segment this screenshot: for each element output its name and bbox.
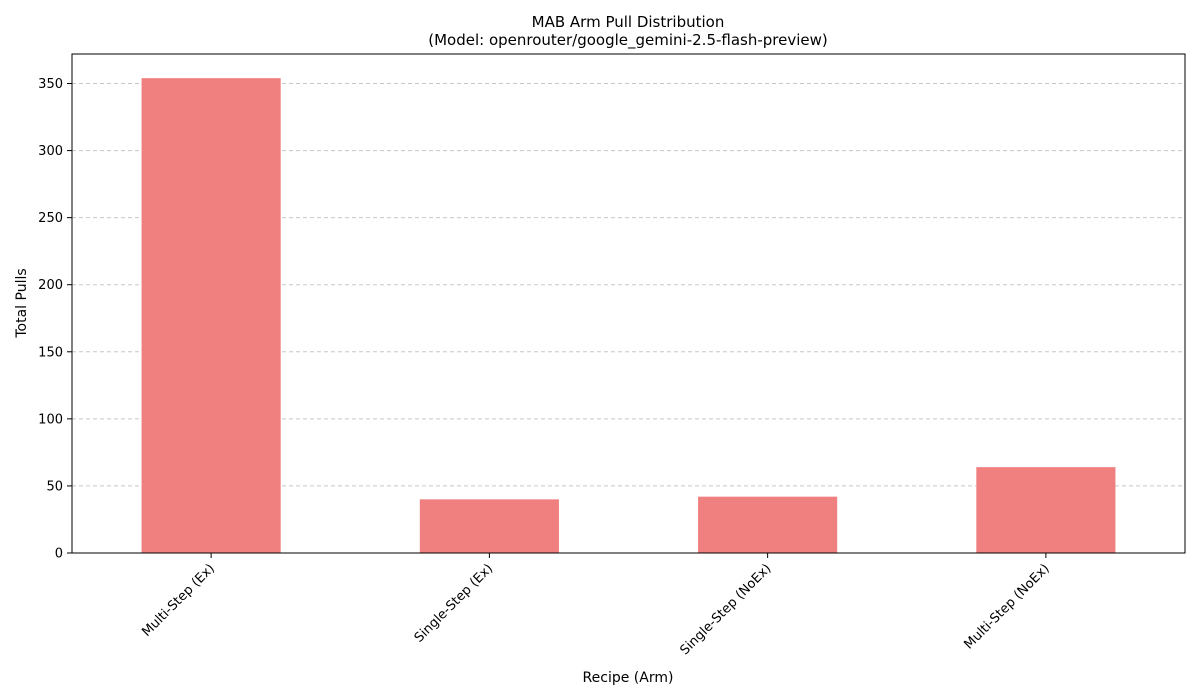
chart-title: MAB Arm Pull Distribution — [532, 13, 725, 31]
y-tick-label: 100 — [38, 412, 63, 427]
x-tick-label: Multi-Step (NoEx) — [962, 561, 1053, 652]
x-tick-label: Single-Step (NoEx) — [677, 561, 774, 658]
bar — [419, 499, 559, 553]
bars — [141, 78, 1116, 553]
x-tick-label: Single-Step (Ex) — [412, 561, 496, 645]
y-tick-label: 200 — [38, 278, 63, 293]
y-tick-label: 350 — [38, 77, 63, 92]
y-tick-label: 250 — [38, 211, 63, 226]
chart-subtitle: (Model: openrouter/google_gemini-2.5-fla… — [428, 31, 828, 50]
y-tick-label: 300 — [38, 144, 63, 159]
plot-frame — [71, 53, 1186, 554]
y-axis-label: Total Pulls — [14, 268, 30, 338]
y-tick-label: 50 — [46, 479, 63, 494]
bar — [141, 78, 281, 553]
bar — [976, 467, 1116, 553]
y-tick-label: 150 — [38, 345, 63, 360]
bar — [698, 496, 838, 553]
x-axis-label: Recipe (Arm) — [583, 670, 674, 686]
y-axis-ticks: 0 50 100 150 200 250 300 350 — [38, 77, 72, 562]
x-tick-label: Multi-Step (Ex) — [139, 561, 218, 640]
x-axis-ticks: Multi-Step (Ex) Single-Step (Ex) Single-St… — [139, 553, 1053, 658]
y-tick-label: 0 — [55, 547, 63, 562]
